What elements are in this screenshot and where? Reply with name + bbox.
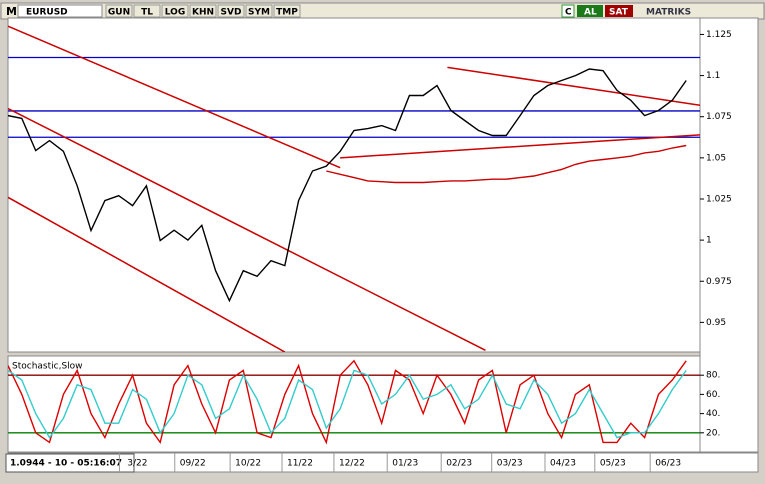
x-tick-label: 09/22: [180, 459, 206, 469]
toolbar-button-label: SVD: [221, 8, 242, 18]
toolbar-button-label: TL: [141, 8, 153, 18]
toolbar-button[interactable]: [133, 4, 161, 18]
y-tick-label: 0.95: [706, 318, 726, 328]
status-box: [5, 453, 135, 473]
toolbar-button-label: TMP: [276, 8, 298, 18]
toolbar-button[interactable]: [189, 4, 217, 18]
y-tick-label: 1.075: [706, 112, 732, 122]
toolbar-button-label: KHN: [192, 8, 214, 18]
series-line: [8, 359, 687, 445]
trend-line: [447, 66, 700, 106]
y-tick-label: 0.975: [706, 277, 732, 287]
y-tick-label: 80.: [706, 371, 720, 381]
trend-line: [340, 134, 700, 159]
symbol-box[interactable]: [17, 4, 103, 18]
refresh-label: C: [565, 8, 572, 18]
buy-button[interactable]: [577, 5, 603, 17]
series-line: [8, 369, 687, 439]
brand: MATRIKS: [646, 8, 691, 18]
x-tick-label: 02/23: [446, 459, 472, 469]
x-tick-label: 01/23: [392, 459, 418, 469]
toolbar-button[interactable]: [245, 4, 273, 18]
toolbar-button[interactable]: [273, 4, 301, 18]
series-line: [326, 144, 687, 184]
logo: M: [6, 5, 17, 18]
buy-label: AL: [584, 8, 597, 18]
series-line: [8, 68, 687, 303]
y-tick-label: 1.05: [706, 153, 726, 163]
y-tick-label: 40.: [706, 409, 720, 419]
trend-line: [8, 25, 341, 169]
symbol: EURUSD: [26, 8, 68, 18]
value-axis: [699, 17, 759, 453]
y-tick-label: 1: [706, 236, 712, 246]
sell-button[interactable]: [605, 5, 633, 17]
x-tick-label: 10/22: [235, 459, 261, 469]
y-tick-label: 1.025: [706, 194, 732, 204]
plot: [8, 25, 700, 352]
y-tick-label: 1.1: [706, 71, 720, 81]
y-tick-label: 60.: [706, 390, 720, 400]
trend-line: [8, 196, 286, 352]
y-tick-label: 1.125: [706, 30, 732, 40]
y-tick-label: 20.: [706, 428, 720, 438]
x-tick-label: 04/23: [550, 459, 576, 469]
x-tick-label: 11/22: [287, 459, 313, 469]
toolbar-button[interactable]: [217, 4, 245, 18]
refresh-button[interactable]: [561, 4, 575, 18]
toolbar-button[interactable]: [161, 4, 189, 18]
x-tick-label: 3/22: [127, 459, 147, 469]
x-tick-label: 06/23: [655, 459, 681, 469]
toolbar-button-label: LOG: [165, 8, 185, 18]
x-tick-label: 12/22: [339, 459, 365, 469]
x-tick-label: 05/23: [600, 459, 626, 469]
sell-label: SAT: [609, 8, 629, 18]
trend-line: [8, 107, 486, 352]
toolbar-button[interactable]: [105, 4, 133, 18]
plot: [8, 359, 700, 445]
toolbar-button-label: SYM: [248, 8, 270, 18]
x-tick-label: 03/23: [497, 459, 523, 469]
price-panel: [7, 17, 701, 353]
indicator-title: Stochastic,Slow: [12, 362, 83, 372]
toolbar-button-label: GUN: [108, 8, 130, 18]
status: 1.0944 - 10 - 05:16:07: [10, 459, 122, 469]
